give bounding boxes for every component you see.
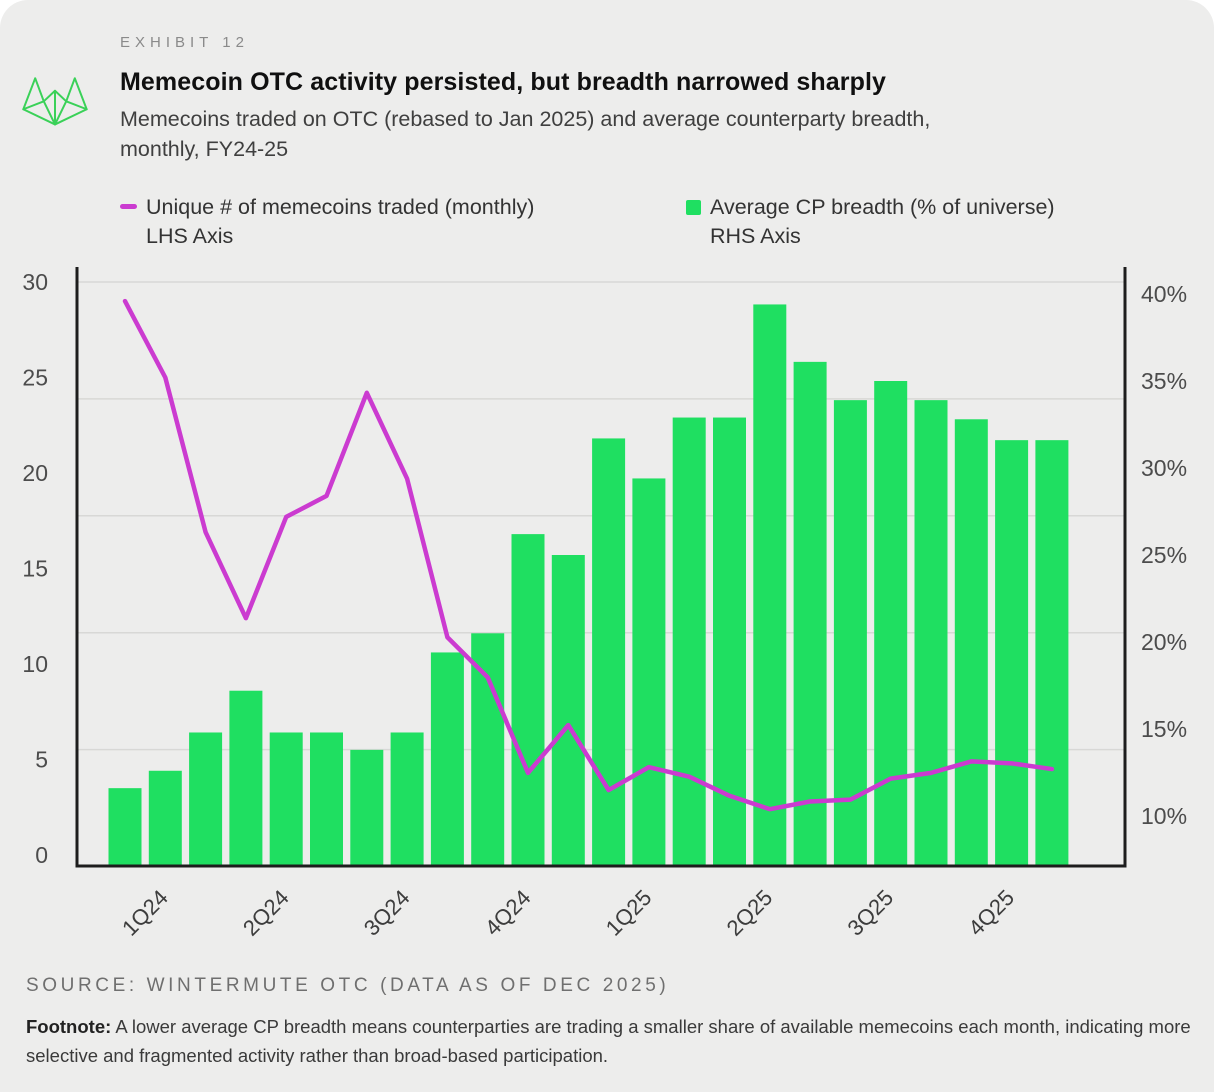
svg-text:20%: 20% [1141, 629, 1187, 655]
bar [189, 732, 223, 866]
svg-text:30: 30 [22, 269, 48, 295]
footnote-text: A lower average CP breadth means counter… [26, 1016, 1191, 1066]
svg-text:40%: 40% [1141, 281, 1187, 307]
svg-text:4Q24: 4Q24 [480, 885, 536, 941]
wintermute-logo-icon [22, 77, 88, 126]
svg-text:2Q24: 2Q24 [238, 885, 294, 941]
bar [390, 732, 424, 866]
bar [954, 419, 988, 866]
chart-title: Memecoin OTC activity persisted, but bre… [120, 68, 886, 96]
bar [793, 361, 827, 866]
bar [269, 732, 303, 866]
source-line: SOURCE: WINTERMUTE OTC (DATA AS OF DEC 2… [26, 975, 670, 996]
left-axis-labels: 0 5 10 15 20 25 30 [22, 269, 48, 868]
bar [350, 749, 384, 866]
legend-line-series-text: Unique # of memecoins traded (monthly) LH… [146, 195, 535, 248]
svg-text:30%: 30% [1141, 455, 1187, 481]
bar-series [108, 304, 1069, 866]
svg-text:25: 25 [22, 365, 48, 391]
svg-text:10: 10 [22, 651, 48, 677]
bar [551, 555, 585, 866]
combo-chart: 0 5 10 15 20 25 30 10% 15% 20% 25% 30% 35% 40% 1Q24 2Q2… [22, 267, 1187, 941]
legend-item-line-series: Unique # of memecoins traded (monthly) LH… [120, 193, 686, 251]
svg-text:1Q24: 1Q24 [117, 885, 173, 941]
svg-text:35%: 35% [1141, 368, 1187, 394]
svg-text:10%: 10% [1141, 803, 1187, 829]
bar [995, 440, 1029, 866]
bar [632, 478, 666, 866]
svg-text:15%: 15% [1141, 716, 1187, 742]
bar [1035, 440, 1069, 866]
bar [592, 438, 626, 866]
bar [874, 381, 908, 866]
bar [148, 770, 182, 866]
svg-text:3Q25: 3Q25 [842, 885, 898, 941]
bar [753, 304, 787, 866]
exhibit-label: EXHIBIT 12 [120, 34, 249, 51]
svg-text:1Q25: 1Q25 [601, 885, 657, 941]
footnote-label: Footnote: [26, 1016, 112, 1037]
svg-text:4Q25: 4Q25 [963, 885, 1019, 941]
chart-subtitle: Memecoins traded on OTC (rebased to Jan … [120, 104, 1180, 164]
svg-text:5: 5 [35, 747, 48, 773]
bar [833, 400, 867, 866]
bar [310, 732, 343, 866]
svg-text:2Q25: 2Q25 [722, 885, 778, 941]
bar [914, 400, 948, 866]
bar [672, 417, 706, 866]
chart-header: EXHIBIT 12 Memecoin OTC activity persist… [120, 34, 1180, 164]
svg-text:3Q24: 3Q24 [359, 885, 415, 941]
bar [471, 633, 505, 866]
chart-subtitle-line2: monthly, FY24-25 [120, 137, 289, 161]
x-axis-labels: 1Q24 2Q24 3Q24 4Q24 1Q25 2Q25 3Q25 4Q25 [117, 885, 1019, 941]
legend-bar-series-text: Average CP breadth (% of universe) RHS Ax… [710, 195, 1055, 248]
right-axis-labels: 10% 15% 20% 25% 30% 35% 40% [1141, 281, 1187, 829]
bar-series-marker [686, 200, 701, 215]
legend-item-bar-series: Average CP breadth (% of universe) RHS Ax… [686, 193, 1055, 251]
chart-legend: Unique # of memecoins traded (monthly) LH… [120, 193, 1055, 251]
chart-subtitle-line1: Memecoins traded on OTC (rebased to Jan … [120, 107, 931, 131]
bar [430, 652, 464, 866]
bar [108, 788, 142, 866]
axes [75, 267, 1127, 868]
svg-text:20: 20 [22, 460, 48, 486]
svg-text:15: 15 [22, 556, 48, 582]
bar [511, 534, 545, 866]
svg-text:0: 0 [35, 842, 48, 868]
line-series [122, 298, 1055, 812]
svg-text:25%: 25% [1141, 542, 1187, 568]
line-series-marker [120, 204, 137, 209]
footnote: Footnote: A lower average CP breadth mea… [26, 1012, 1192, 1070]
bar [229, 690, 263, 866]
